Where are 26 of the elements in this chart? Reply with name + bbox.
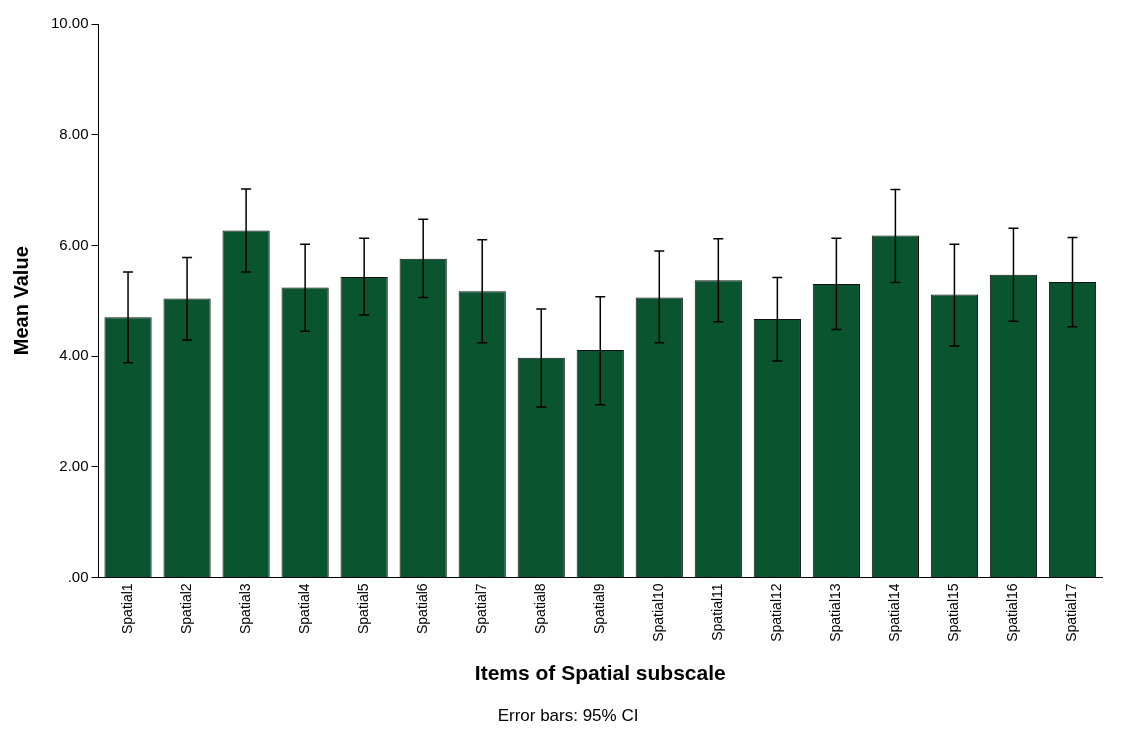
x-tick-label: Spatial8 (532, 583, 549, 635)
x-tick-label: Spatial2 (177, 583, 194, 635)
y-tick-label: 4.00 (59, 346, 89, 364)
x-tick-label: Spatial11 (709, 583, 726, 641)
x-tick-label: Spatial4 (295, 583, 312, 635)
text: Error bars: 95% CI (497, 705, 639, 725)
y-tick-label: 6.00 (59, 235, 89, 253)
x-tick-label: Spatial10 (650, 583, 667, 642)
y-tick-label: .00 (67, 567, 89, 585)
x-tick-label: Spatial5 (355, 583, 372, 635)
x-axis-title: Items of Spatial subscale (474, 661, 726, 685)
y-tick-label: 8.00 (59, 124, 89, 142)
y-axis-title: Mean Value (9, 246, 32, 356)
y-tick-label: 2.00 (59, 456, 89, 474)
x-tick-label: Spatial15 (945, 583, 962, 642)
x-tick-label: Spatial6 (414, 583, 431, 635)
x-tick-label: Spatial17 (1063, 583, 1080, 642)
x-tick-label: Spatial16 (1004, 583, 1021, 642)
x-tick-label: Spatial13 (827, 583, 844, 642)
y-tick-label: 10.00 (50, 14, 89, 32)
x-tick-label: Spatial9 (591, 583, 608, 635)
x-tick-label: Spatial7 (473, 583, 490, 635)
x-tick-label: Spatial12 (768, 583, 785, 642)
x-tick-label: Spatial14 (886, 583, 903, 642)
x-tick-label: Spatial3 (236, 583, 253, 635)
x-tick-label: Spatial1 (118, 583, 135, 635)
